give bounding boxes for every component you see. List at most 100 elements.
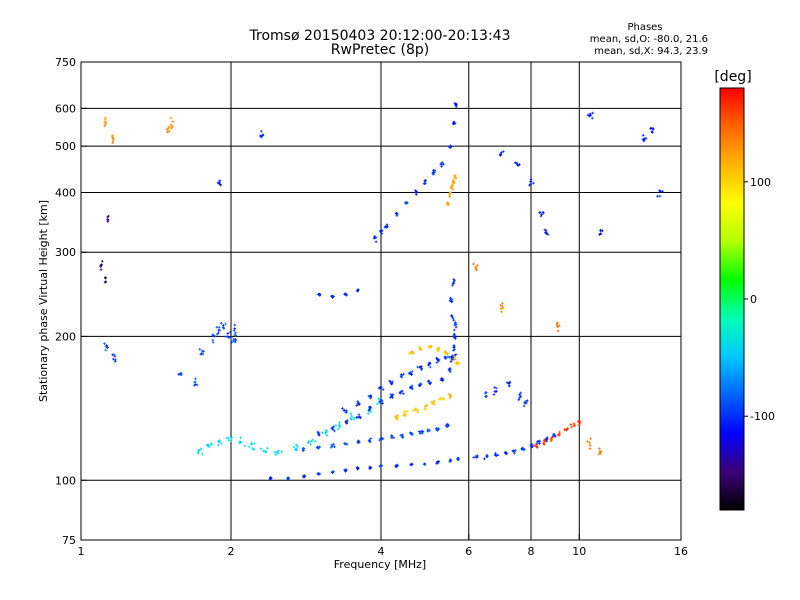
data-point bbox=[318, 293, 319, 296]
data-point bbox=[453, 122, 454, 125]
data-point bbox=[402, 435, 404, 439]
data-point bbox=[410, 373, 412, 376]
data-point bbox=[437, 427, 439, 430]
data-point bbox=[234, 323, 236, 327]
data-point bbox=[551, 438, 553, 441]
data-point bbox=[369, 395, 371, 398]
data-point bbox=[449, 395, 451, 398]
data-point bbox=[485, 391, 487, 395]
data-point bbox=[574, 423, 576, 427]
data-point bbox=[441, 377, 443, 381]
data-point bbox=[424, 182, 426, 185]
data-point bbox=[100, 268, 102, 271]
data-point bbox=[198, 449, 199, 452]
data-point bbox=[293, 445, 295, 449]
data-point bbox=[449, 396, 451, 400]
data-point bbox=[433, 403, 435, 406]
data-point bbox=[210, 442, 212, 445]
data-point bbox=[433, 169, 434, 172]
data-point bbox=[519, 163, 520, 166]
data-point bbox=[358, 403, 360, 406]
data-point bbox=[446, 422, 448, 426]
data-point bbox=[223, 327, 225, 330]
data-point bbox=[522, 448, 524, 452]
data-point bbox=[430, 344, 431, 348]
data-point bbox=[358, 439, 360, 443]
data-point bbox=[260, 129, 262, 133]
data-point bbox=[502, 302, 503, 305]
data-point bbox=[539, 439, 541, 443]
data-point bbox=[410, 385, 412, 389]
data-point bbox=[412, 408, 414, 412]
data-point bbox=[567, 427, 569, 430]
data-point bbox=[514, 161, 516, 165]
x-tick-label: 1 bbox=[78, 545, 85, 558]
data-point bbox=[105, 120, 107, 124]
data-point bbox=[391, 436, 393, 439]
data-point bbox=[431, 345, 432, 348]
data-point bbox=[424, 179, 426, 183]
data-point bbox=[429, 365, 431, 369]
data-point bbox=[318, 447, 319, 450]
data-point bbox=[222, 325, 224, 329]
x-tick-label: 4 bbox=[378, 545, 385, 558]
data-point bbox=[454, 348, 455, 351]
data-point bbox=[451, 298, 453, 302]
data-point bbox=[104, 120, 105, 124]
data-point bbox=[369, 440, 371, 444]
data-point bbox=[662, 189, 663, 193]
data-point bbox=[441, 165, 443, 168]
data-point bbox=[220, 321, 222, 325]
data-point bbox=[454, 357, 456, 361]
data-point bbox=[449, 299, 451, 302]
data-point bbox=[345, 470, 346, 473]
data-point bbox=[565, 429, 567, 432]
data-point bbox=[556, 322, 558, 326]
data-point bbox=[449, 460, 451, 463]
data-point bbox=[495, 386, 497, 390]
data-point bbox=[544, 438, 545, 442]
data-point bbox=[368, 439, 370, 443]
data-point bbox=[600, 452, 601, 455]
chart-title: Tromsø 20150403 20:12:00-20:13:43 bbox=[249, 28, 511, 44]
data-point bbox=[407, 410, 408, 413]
data-point bbox=[420, 365, 422, 368]
data-point bbox=[497, 453, 499, 457]
data-point bbox=[433, 400, 434, 403]
gridlines bbox=[81, 62, 681, 540]
y-tick-label: 200 bbox=[55, 330, 76, 343]
data-point bbox=[450, 355, 452, 359]
data-point bbox=[344, 408, 345, 412]
data-point bbox=[265, 450, 266, 454]
data-point bbox=[571, 425, 573, 429]
data-point bbox=[477, 264, 478, 267]
data-point bbox=[456, 360, 458, 364]
data-point bbox=[218, 182, 220, 185]
data-point bbox=[335, 424, 337, 427]
data-point bbox=[486, 454, 488, 457]
data-point bbox=[231, 435, 233, 439]
y-tick-label: 300 bbox=[55, 246, 76, 259]
data-point bbox=[288, 477, 289, 481]
data-point bbox=[400, 390, 402, 393]
data-point bbox=[440, 396, 442, 399]
data-point bbox=[218, 326, 220, 329]
data-point bbox=[410, 431, 411, 435]
data-point bbox=[108, 214, 109, 218]
data-point bbox=[418, 430, 420, 433]
data-point bbox=[113, 357, 114, 361]
data-point bbox=[429, 346, 431, 349]
data-point bbox=[545, 232, 547, 235]
data-point bbox=[411, 433, 412, 436]
data-point bbox=[260, 135, 262, 138]
data-point bbox=[385, 225, 386, 228]
data-point bbox=[370, 396, 372, 400]
colorbar-tick-label: 0 bbox=[750, 293, 757, 306]
data-point bbox=[325, 431, 326, 435]
data-point bbox=[277, 452, 279, 455]
data-point bbox=[429, 361, 431, 365]
data-point bbox=[499, 153, 501, 157]
data-point bbox=[438, 346, 440, 350]
data-point bbox=[421, 429, 423, 433]
data-point bbox=[310, 443, 312, 446]
